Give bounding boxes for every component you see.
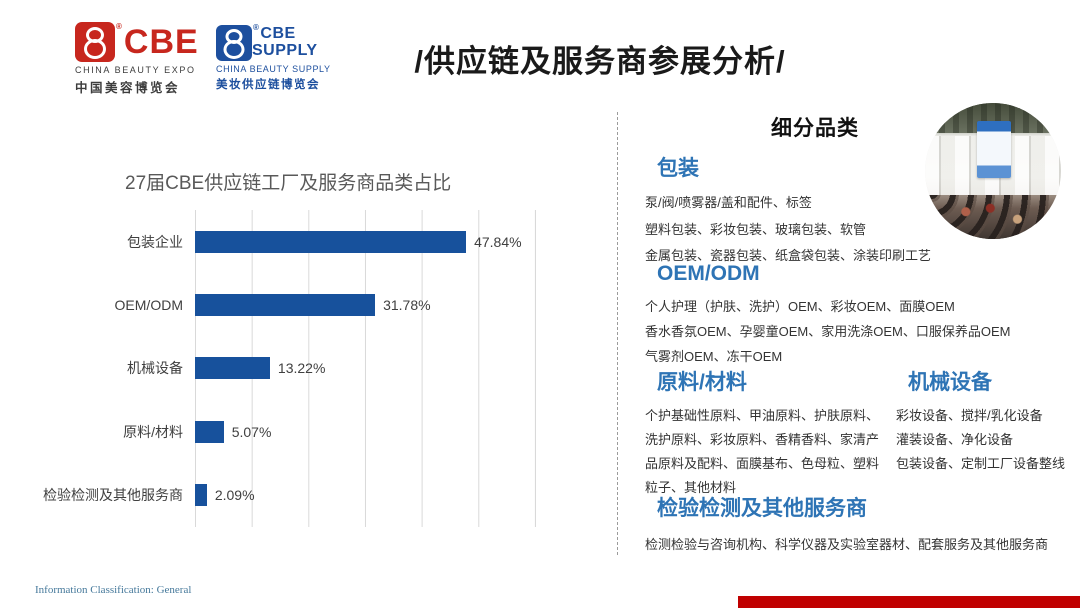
chart-title: 27届CBE供应链工厂及服务商品类占比	[125, 173, 452, 194]
cbe-supply-logo-subtitle-en: CHINA BEAUTY SUPPLY	[216, 64, 331, 74]
bar-row: 原料/材料 5.07%	[40, 400, 535, 463]
cbe-logo-name: CBE	[123, 23, 199, 61]
bar-category-label: 包装企业	[127, 233, 183, 250]
section-line: 品原料及配料、面膜基布、色母粒、塑料	[645, 456, 880, 471]
page-title: /供应链及服务商参展分析/	[414, 44, 786, 79]
cbe-supply-logo-text: ®CBE SUPPLY	[252, 23, 318, 60]
cbe-supply-logo-row: ®CBE SUPPLY	[216, 23, 336, 61]
section-line: 粒子、其他材料	[645, 480, 737, 495]
section-heading: 原料/材料	[657, 371, 747, 394]
section-machinery: 机械设备 彩妆设备、搅拌/乳化设备 灌装设备、净化设备 包装设备、定制工厂设备整…	[896, 366, 1080, 476]
bar	[195, 420, 224, 443]
section-line: 灌装设备、净化设备	[896, 432, 1014, 447]
cbe-logo-subtitle-en: CHINA BEAUTY EXPO	[75, 65, 196, 75]
bar	[195, 294, 376, 317]
registered-mark-icon: ®	[116, 22, 123, 31]
bar-track: 13.22%	[195, 357, 535, 380]
section-line: 气雾剂OEM、冻干OEM	[645, 349, 783, 364]
bar	[195, 230, 467, 253]
bar-row: 检验检测及其他服务商 2.09%	[40, 464, 535, 527]
section-oem-odm: OEM/ODM 个人护理（护肤、洗护）OEM、彩妆OEM、面膜OEM 香水香氛O…	[645, 262, 1065, 369]
bar-track: 31.78%	[195, 294, 535, 317]
cbe-supply-logo: ®CBE SUPPLY CHINA BEAUTY SUPPLY 美妆供应链博览会	[216, 23, 336, 92]
section-line: 金属包装、瓷器包装、纸盒袋包装、涂装印刷工艺	[645, 248, 932, 263]
bar-row: 机械设备 13.22%	[40, 337, 535, 400]
cbe-logo-subtitle-cn: 中国美容博览会	[75, 81, 181, 95]
right-panel-title: 细分品类	[771, 117, 859, 140]
section-raw-materials: 原料/材料 个护基础性原料、甲油原料、护肤原料、 洗护原料、彩妆原料、香精香料、…	[645, 366, 905, 500]
bar-row: 包装企业 47.84%	[40, 210, 535, 273]
bar-value-label: 47.84%	[474, 233, 522, 250]
photo-crowd	[925, 195, 1061, 239]
cbe-logo-row: ®CBE	[75, 22, 200, 62]
bar-row: OEM/ODM 31.78%	[40, 273, 535, 336]
section-line: 塑料包装、彩妆包装、玻璃包装、软管	[645, 221, 867, 237]
bar	[195, 484, 207, 507]
section-heading: 机械设备	[908, 371, 992, 394]
section-line: 泵/阀/喷雾器/盖和配件、标签	[645, 195, 812, 210]
bar-category-label: OEM/ODM	[114, 297, 183, 314]
photo-hanging-banner	[976, 120, 1011, 178]
section-line: 个人护理（护肤、洗护）OEM、彩妆OEM、面膜OEM	[645, 299, 955, 314]
bar-track: 47.84%	[195, 230, 535, 253]
section-heading: 检验检测及其他服务商	[657, 497, 867, 520]
bar-category-label: 原料/材料	[123, 423, 183, 440]
cbe-supply-logo-line2: SUPPLY	[252, 42, 318, 59]
bar	[195, 357, 270, 380]
cbe-logo: ®CBE CHINA BEAUTY EXPO 中国美容博览会	[75, 22, 200, 96]
cbe-supply-logo-icon	[216, 25, 252, 61]
bar-track: 2.09%	[195, 484, 535, 507]
cbe-logo-icon	[75, 22, 115, 62]
bar-value-label: 13.22%	[277, 360, 326, 377]
section-line: 洗护原料、彩妆原料、香精香料、家清产	[645, 432, 880, 447]
section-line: 个护基础性原料、甲油原料、护肤原料、	[645, 408, 880, 423]
section-testing-services: 检验检测及其他服务商 检测检验与咨询机构、科学仪器及实验室器材、配套服务及其他服…	[645, 492, 1065, 560]
bar-category-label: 检验检测及其他服务商	[43, 487, 183, 504]
bottom-red-bar	[738, 596, 1080, 608]
registered-mark-icon: ®	[253, 23, 260, 33]
cbe-supply-logo-subtitle-cn: 美妆供应链博览会	[216, 79, 320, 91]
bar-value-label: 31.78%	[383, 297, 431, 314]
cbe-logo-icon-circle-bottom	[84, 39, 106, 59]
section-heading: OEM/ODM	[657, 262, 760, 285]
section-line: 香水香氛OEM、孕婴童OEM、家用洗涤OEM、口服保养品OEM	[645, 324, 1011, 339]
information-classification-label: Information Classification: General	[35, 584, 192, 596]
expo-hall-photo	[925, 103, 1061, 239]
section-line: 检测检验与咨询机构、科学仪器及实验室器材、配套服务及其他服务商	[645, 537, 1049, 552]
cbe-supply-logo-line1: CBE	[260, 25, 296, 43]
section-line: 彩妆设备、搅拌/乳化设备	[896, 408, 1043, 423]
cbe-logo-text: ®CBE	[115, 22, 199, 61]
section-line: 包装设备、定制工厂设备整线	[896, 456, 1066, 471]
cbe-supply-logo-icon-circle-bottom	[223, 40, 245, 59]
bar-value-label: 5.07%	[231, 423, 272, 440]
bar-chart: 包装企业 47.84% OEM/ODM 31.78% 机械设备 13.22% 原…	[40, 210, 536, 527]
vertical-dashed-divider	[617, 112, 618, 555]
bar-category-label: 机械设备	[127, 360, 183, 377]
section-packaging: 包装 泵/阀/喷雾器/盖和配件、标签 塑料包装、彩妆包装、玻璃包装、软管 金属包…	[645, 152, 1065, 270]
bar-value-label: 2.09%	[214, 487, 255, 504]
bar-track: 5.07%	[195, 420, 535, 443]
section-heading: 包装	[657, 157, 699, 180]
